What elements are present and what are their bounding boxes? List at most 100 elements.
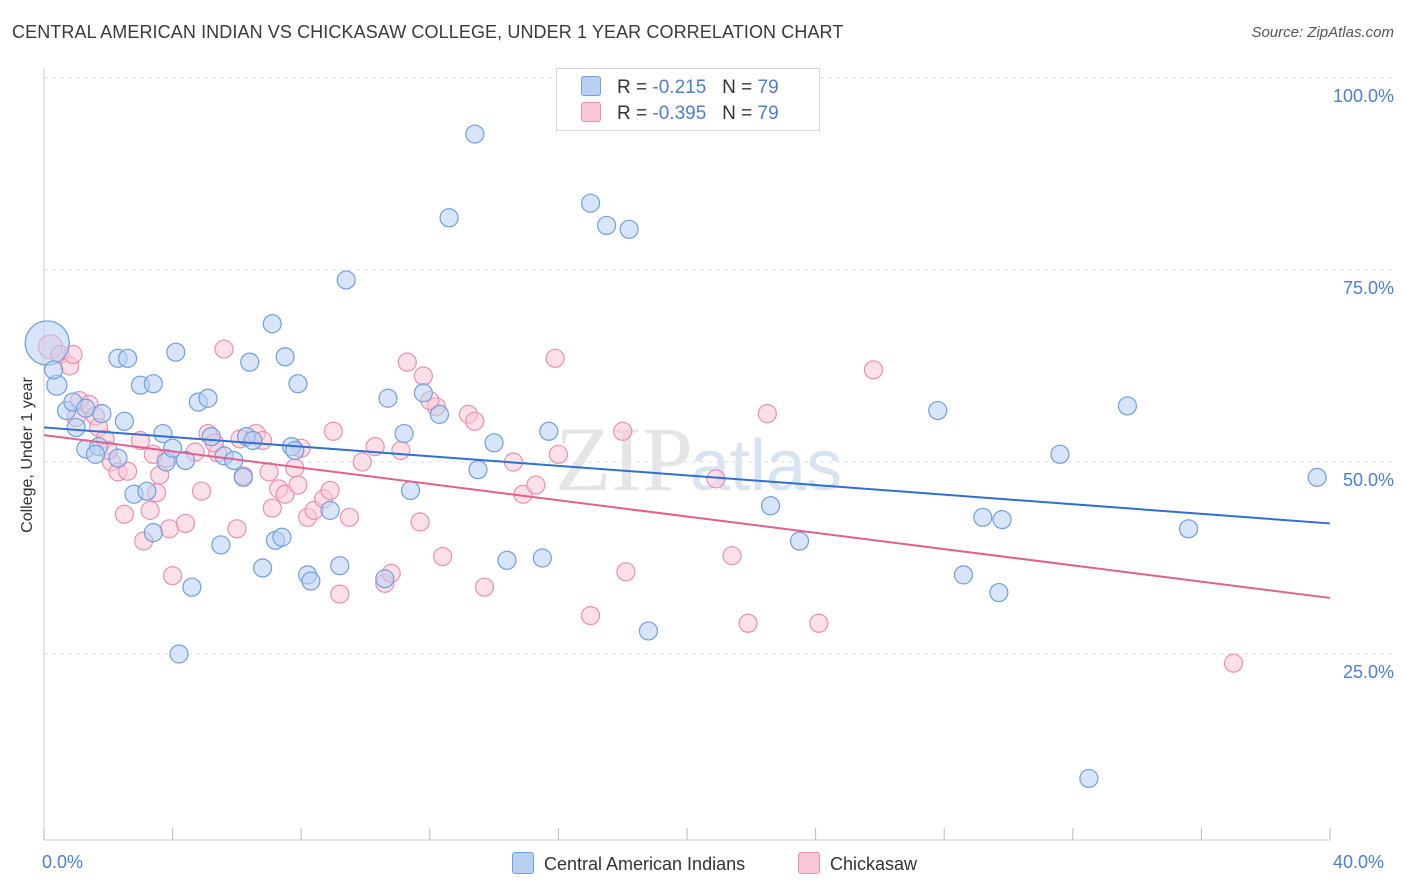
legend-label: Central American Indians xyxy=(544,854,746,874)
n-value: 79 xyxy=(757,77,779,98)
central-american-indian-point xyxy=(597,215,617,236)
chickasaw-point xyxy=(809,613,829,633)
y-tick-label: 25.0% xyxy=(1342,662,1394,682)
chickasaw-point xyxy=(339,507,360,527)
central-american-indian-point xyxy=(211,535,231,555)
chickasaw-point xyxy=(191,481,212,501)
central-american-indian-point xyxy=(285,440,305,461)
legend-item-central-american-indians[interactable]: Central American Indians xyxy=(512,852,745,875)
chickasaw-point xyxy=(613,421,633,441)
chickasaw-point xyxy=(140,500,160,520)
central-american-indian-point xyxy=(66,417,86,438)
chickasaw-point xyxy=(323,421,343,441)
central-american-indian-point xyxy=(92,404,112,424)
central-american-indian-point xyxy=(336,270,356,290)
central-american-indian-point xyxy=(1307,467,1327,487)
central-american-indian-point xyxy=(928,400,948,421)
central-american-indian-point xyxy=(789,531,810,551)
central-american-indian-point xyxy=(233,467,253,487)
chickasaw-point xyxy=(433,546,453,567)
n-value: 79 xyxy=(757,103,779,124)
chickasaw-point xyxy=(159,519,179,539)
central-american-indian-point xyxy=(243,430,263,451)
chickasaw-point xyxy=(262,498,282,518)
y-tick-label: 75.0% xyxy=(1342,278,1394,298)
y-tick-label: 100.0% xyxy=(1332,86,1394,106)
chickasaw-point xyxy=(616,562,636,582)
central-american-indian-point xyxy=(394,423,414,444)
r-label: R = xyxy=(617,77,648,98)
central-american-indian-point xyxy=(539,421,559,441)
central-american-indian-point xyxy=(619,219,639,239)
central-american-indian-point xyxy=(1117,396,1138,416)
pink-swatch xyxy=(581,102,601,122)
axes xyxy=(43,68,1331,841)
stats-row-central-american-indians: R = -0.215 N = 79 xyxy=(581,76,779,100)
central-american-indian-point xyxy=(288,374,308,394)
chickasaw-point xyxy=(391,440,411,461)
source-credit: Source: ZipAtlas.com xyxy=(1251,24,1394,41)
central-american-indian-point xyxy=(175,450,196,471)
blue-swatch xyxy=(581,76,601,96)
central-american-indian-point xyxy=(760,496,781,516)
central-american-indian-point xyxy=(378,388,398,408)
central-american-indian-point xyxy=(468,460,488,480)
legend-item-chickasaw[interactable]: Chickasaw xyxy=(798,852,917,875)
central-american-indian-point xyxy=(465,124,485,144)
watermark: ZIP atlas xyxy=(555,408,842,510)
central-american-indian-trend-line xyxy=(43,426,1331,525)
chickasaw-point xyxy=(259,462,279,482)
central-american-indian-point xyxy=(137,481,157,501)
watermark-atlas: atlas xyxy=(690,426,842,506)
chickasaw-point xyxy=(410,512,430,532)
central-american-indian-point xyxy=(201,427,221,447)
central-american-indian-point xyxy=(76,398,96,418)
central-american-indian-point xyxy=(400,480,421,501)
chickasaw-point xyxy=(175,513,196,534)
chickasaw-point xyxy=(397,352,417,372)
central-american-indian-point xyxy=(497,550,517,570)
central-american-indian-point xyxy=(182,577,202,597)
central-american-indian-point xyxy=(114,411,134,431)
central-american-indian-point xyxy=(24,320,70,366)
central-american-indian-point xyxy=(169,644,189,664)
central-american-indian-point xyxy=(198,388,218,408)
central-american-indian-point xyxy=(1050,444,1070,464)
n-label: N = xyxy=(722,77,753,98)
central-american-indian-point xyxy=(1178,519,1199,539)
chickasaw-point xyxy=(163,566,183,586)
central-american-indian-point xyxy=(153,423,173,444)
r-value: -0.215 xyxy=(652,77,707,98)
central-american-indian-point xyxy=(240,352,260,372)
legend-swatch-blue xyxy=(512,852,534,874)
chickasaw-point xyxy=(214,339,234,359)
central-american-indian-point xyxy=(143,374,163,394)
central-american-indian-point xyxy=(253,558,273,578)
central-american-indian-point xyxy=(439,208,459,228)
central-american-indian-point xyxy=(953,565,974,585)
chickasaw-trend-line xyxy=(43,434,1331,599)
chickasaw-point xyxy=(352,452,372,472)
central-american-indian-point xyxy=(580,193,601,213)
central-american-indian-point xyxy=(484,433,504,453)
central-american-indian-point xyxy=(638,621,659,641)
central-american-indian-point xyxy=(166,342,186,362)
chickasaw-point xyxy=(757,404,777,424)
chart-title: CENTRAL AMERICAN INDIAN VS CHICKASAW COL… xyxy=(12,22,844,42)
central-american-indian-point xyxy=(532,548,552,568)
central-american-indian-point xyxy=(275,347,295,367)
stats-row-chickasaw: R = -0.395 N = 79 xyxy=(581,102,779,126)
chickasaw-point xyxy=(526,475,546,495)
central-american-indian-point xyxy=(108,448,128,468)
central-american-indian-points xyxy=(24,124,1327,789)
central-american-indian-point xyxy=(992,509,1012,530)
chickasaw-point xyxy=(117,461,138,481)
central-american-indian-point xyxy=(330,556,350,576)
central-american-indian-point xyxy=(1079,768,1099,789)
chickasaw-point xyxy=(548,444,569,464)
chickasaw-point xyxy=(288,475,308,495)
chickasaw-point xyxy=(738,613,758,633)
stats-box: R = -0.215 N = 79 R = -0.395 N = 79 xyxy=(556,68,820,131)
legend-label: Chickasaw xyxy=(830,854,918,874)
